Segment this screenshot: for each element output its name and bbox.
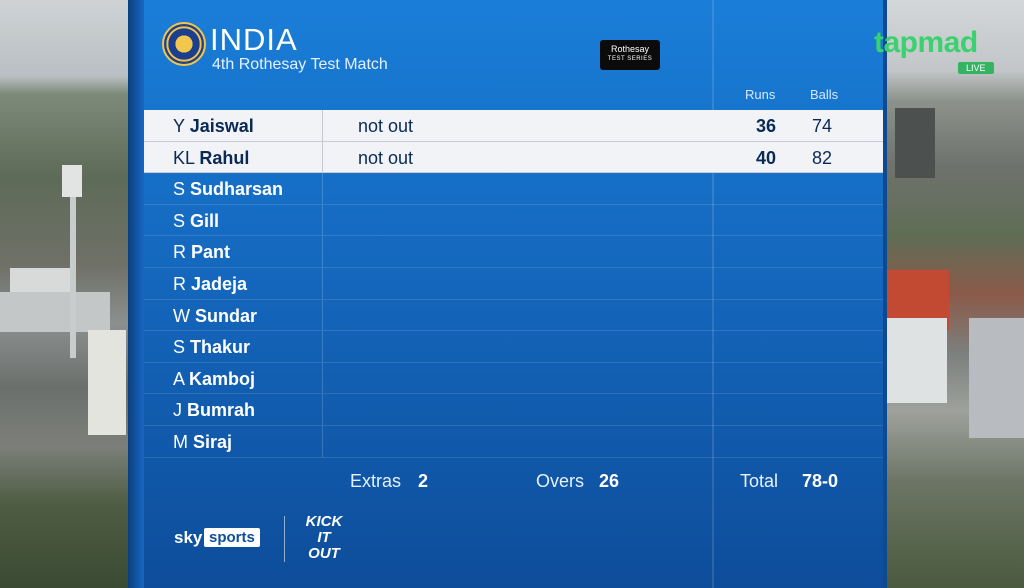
batter-row: S Gill xyxy=(144,204,883,237)
batter-name: KL Rahul xyxy=(173,148,249,169)
batter-row: S Thakur xyxy=(144,331,883,363)
team-name: INDIA xyxy=(210,22,298,57)
batter-initial: R xyxy=(173,242,186,263)
building-roof xyxy=(10,268,70,296)
white-building xyxy=(883,318,947,403)
row-separator xyxy=(322,362,323,394)
series-badge: Rothesay TEST SERIES xyxy=(600,40,660,70)
batter-status: not out xyxy=(358,147,414,168)
floodlight-tower xyxy=(70,168,76,358)
batter-initial: S xyxy=(173,179,186,200)
row-separator xyxy=(322,267,323,299)
batter-initial: KL xyxy=(173,147,195,168)
batter-row: J Bumrah xyxy=(144,394,883,426)
batter-row: Y Jaiswal not out 36 74 xyxy=(144,110,883,142)
stadium-roof xyxy=(0,292,110,332)
column-divider xyxy=(712,0,714,588)
batter-row: M Siraj xyxy=(144,425,883,458)
batter-balls: 82 xyxy=(812,147,833,168)
batter-initial: W xyxy=(173,305,190,326)
floodlight-head xyxy=(62,165,82,197)
bcci-logo-icon xyxy=(162,22,206,66)
kick-it-out-logo: KICK IT OUT xyxy=(305,513,343,562)
batter-initial: Y xyxy=(173,116,185,136)
batter-runs: 40 xyxy=(755,147,776,168)
row-separator xyxy=(322,236,323,267)
batter-surname: Bumrah xyxy=(187,400,256,421)
batter-name: R Pant xyxy=(173,242,230,263)
batter-surname: Jaiswal xyxy=(189,116,254,136)
batter-surname: Rahul xyxy=(199,147,250,168)
batter-surname: Pant xyxy=(191,242,231,263)
batter-initial: A xyxy=(173,368,185,389)
batter-surname: Jadeja xyxy=(191,273,248,294)
tapmad-watermark: tapmad xyxy=(874,26,978,59)
scorecard-panel: INDIA 4th Rothesay Test Match Rothesay T… xyxy=(144,0,883,588)
runs-column-header: Runs xyxy=(745,87,776,102)
batter-name: W Sundar xyxy=(173,306,257,327)
innings-summary: Extras 2 Overs 26 Total 78-0 xyxy=(144,460,883,500)
batter-name: M Siraj xyxy=(173,432,232,453)
batter-name: S Thakur xyxy=(173,337,250,358)
batter-row: KL Rahul not out 40 82 xyxy=(144,141,883,174)
batter-initial: J xyxy=(173,400,182,421)
batter-row: R Pant xyxy=(144,236,883,268)
stadium-background-left xyxy=(0,0,130,588)
batter-name: R Jadeja xyxy=(173,274,247,295)
overs-label: Overs xyxy=(536,471,585,491)
batter-surname: Sundar xyxy=(195,305,258,326)
total-label: Total xyxy=(740,471,779,491)
batter-runs: 36 xyxy=(755,116,776,136)
batter-surname: Thakur xyxy=(190,337,251,358)
row-separator xyxy=(322,299,323,331)
batter-row: W Sundar xyxy=(144,299,883,332)
row-separator xyxy=(322,425,323,457)
row-separator xyxy=(322,141,323,173)
panel-edge-left xyxy=(128,0,144,588)
batter-initial: S xyxy=(173,210,186,231)
panel-edge-right xyxy=(883,0,887,588)
series-badge-label: TEST SERIES xyxy=(607,56,653,62)
pavilion-building xyxy=(88,330,126,435)
batter-name: A Kamboj xyxy=(173,369,255,390)
batter-initial: S xyxy=(173,337,186,358)
batter-surname: Siraj xyxy=(193,431,233,452)
scaffolded-building xyxy=(969,318,1024,438)
tall-building xyxy=(895,108,935,178)
balls-column-header: Balls xyxy=(810,87,839,102)
batter-initial: R xyxy=(173,273,186,294)
sky-sports-logo: sports xyxy=(204,528,260,547)
batter-surname: Sudharsan xyxy=(190,179,284,200)
overs-value: 26 xyxy=(599,471,620,491)
batter-row: R Jadeja xyxy=(144,267,883,300)
branding-divider xyxy=(284,516,285,562)
series-badge-sponsor: Rothesay xyxy=(610,44,650,54)
scorecard-header: INDIA 4th Rothesay Test Match Rothesay T… xyxy=(144,0,883,110)
batter-row: A Kamboj xyxy=(144,362,883,395)
stadium-background-right xyxy=(883,0,1024,588)
batting-list: Y Jaiswal not out 36 74 KL Rahul not out… xyxy=(144,110,883,458)
batter-name: J Bumrah xyxy=(173,400,255,421)
batter-name: S Gill xyxy=(173,211,219,232)
batter-row: S Sudharsan xyxy=(144,173,883,205)
row-separator xyxy=(322,204,323,236)
batter-name: S Sudharsan xyxy=(173,179,283,200)
batter-surname: Gill xyxy=(190,210,220,231)
broadcaster-branding: sky sports KICK IT OUT xyxy=(144,500,883,588)
sky-logo: sky xyxy=(174,528,203,547)
match-title: 4th Rothesay Test Match xyxy=(212,56,388,73)
batter-name: Y Jaiswal xyxy=(173,116,254,137)
row-separator xyxy=(322,173,323,204)
batter-balls: 74 xyxy=(812,116,833,136)
row-separator xyxy=(322,394,323,425)
extras-value: 2 xyxy=(418,471,429,491)
live-badge: LIVE xyxy=(958,62,994,74)
total-value: 78-0 xyxy=(802,471,839,491)
row-separator xyxy=(322,331,323,362)
batter-status: not out xyxy=(358,116,414,136)
extras-label: Extras xyxy=(350,471,402,491)
batter-initial: M xyxy=(173,431,188,452)
batter-surname: Kamboj xyxy=(189,368,256,389)
row-separator xyxy=(322,110,323,141)
